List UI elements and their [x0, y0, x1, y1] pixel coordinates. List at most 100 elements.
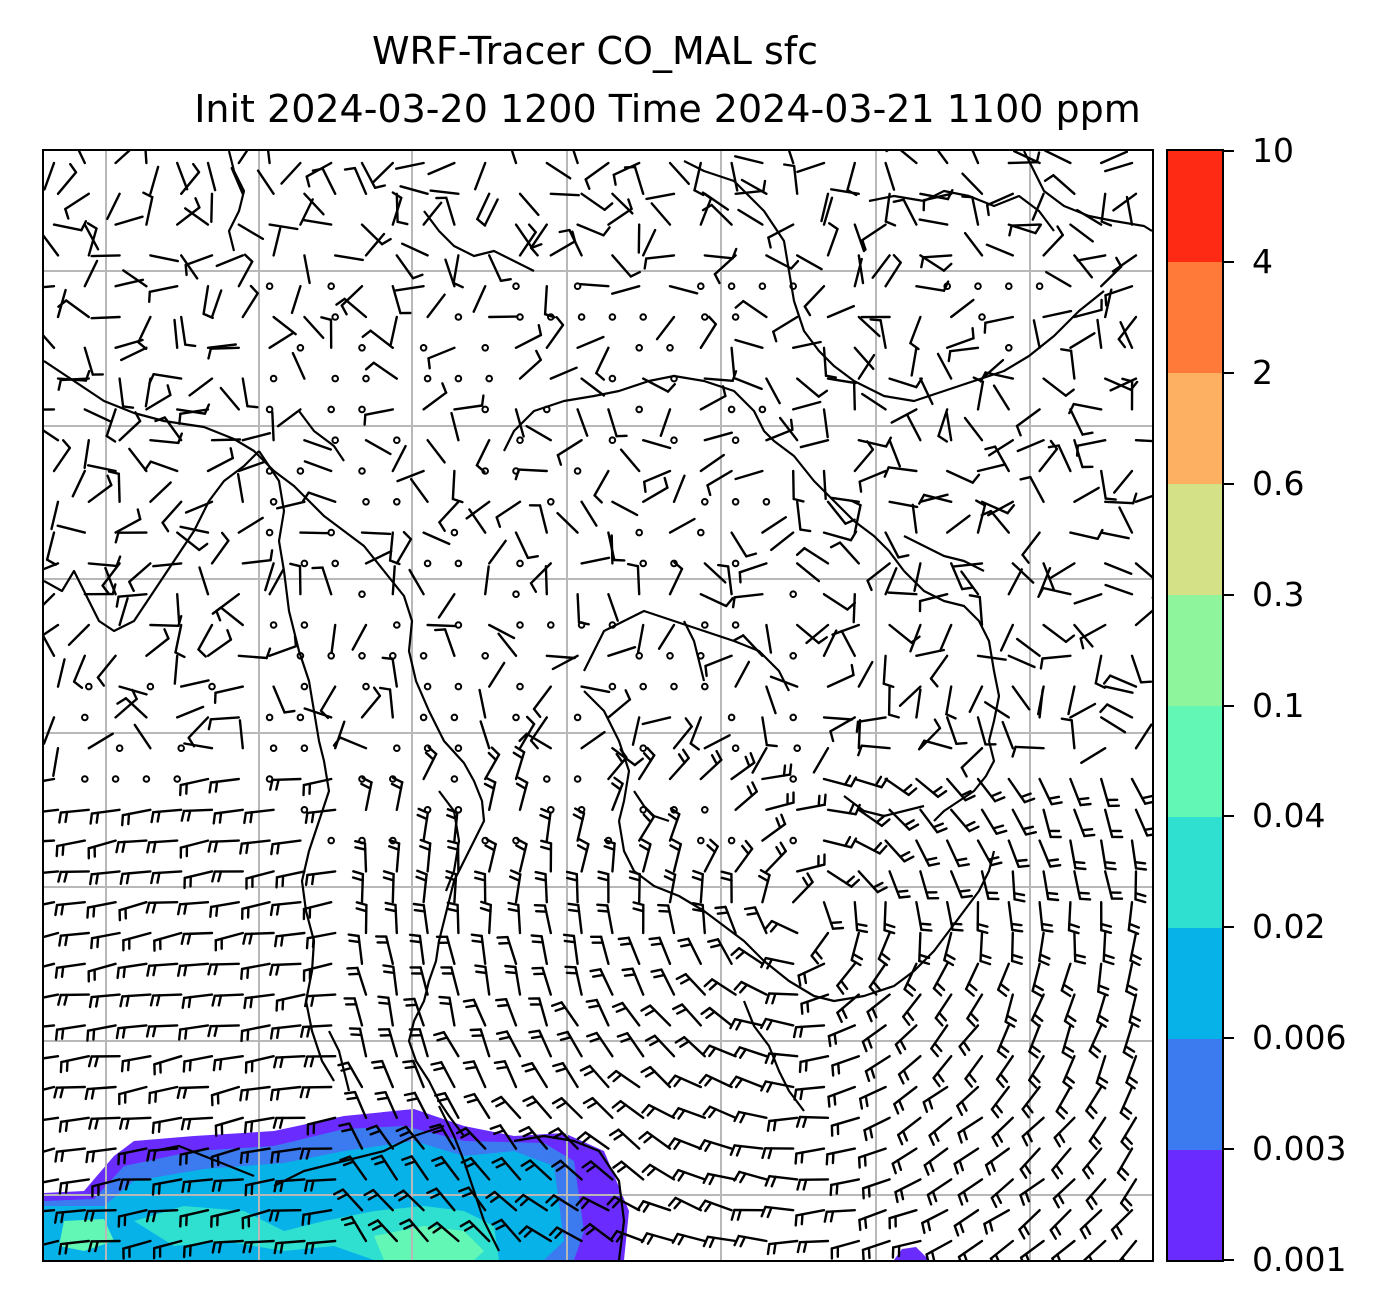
wind-barb-staff: [52, 223, 83, 232]
wind-barb-flag: [80, 220, 88, 232]
wind-barb-flag: [343, 166, 357, 171]
wind-barb-flag: [680, 943, 693, 948]
wind-barb: [857, 315, 881, 338]
wind-barb-flag: [211, 1179, 217, 1193]
wind-barb: [1042, 377, 1075, 397]
wind-barb: [866, 562, 891, 592]
coastline-segment: [933, 740, 996, 822]
wind-barb: [545, 1194, 579, 1212]
wind-barb: [701, 203, 733, 226]
wind-barb-flag: [572, 813, 584, 821]
wind-barb-staff: [500, 1157, 522, 1181]
wind-barb: [589, 935, 610, 965]
wind-barb: [360, 776, 373, 811]
wind-barb-staff: [853, 223, 866, 253]
wind-barb-flag: [804, 1059, 808, 1072]
wind-barb-flag: [1088, 1140, 1098, 1150]
wind-barb-flag: [899, 851, 911, 858]
wind-barb-staff: [163, 416, 183, 442]
wind-barb-flag: [850, 663, 855, 677]
wind-barb: [427, 346, 456, 370]
wind-barb-flag: [626, 562, 640, 568]
wind-barb-flag: [304, 811, 309, 824]
wind-barb-staff: [642, 486, 669, 503]
wind-barb-staff: [772, 315, 799, 333]
wind-barb-staff: [643, 469, 672, 483]
wind-barb-staff: [822, 408, 829, 439]
coastline-segment: [44, 450, 260, 633]
calm-wind-marker: [666, 344, 674, 352]
wind-barb: [239, 1147, 271, 1165]
calm-wind-marker: [731, 559, 740, 568]
wind-barb: [463, 1092, 491, 1119]
wind-barb: [391, 444, 407, 473]
wind-barb-staff: [957, 1178, 984, 1197]
wind-barb-flag: [619, 748, 628, 759]
wind-barb-flag: [529, 582, 538, 593]
wind-barb-flag: [1039, 657, 1044, 670]
wind-barb: [534, 870, 548, 904]
wind-barb: [178, 777, 210, 797]
wind-barb: [672, 1003, 702, 1027]
wind-barb-staff: [271, 777, 302, 782]
wind-barb: [1099, 703, 1134, 719]
wind-barb-staff: [230, 166, 245, 195]
wind-barb-staff: [87, 839, 117, 850]
wind-barb: [597, 870, 610, 904]
wind-barb-staff: [589, 1160, 614, 1181]
wind-barb-staff: [44, 1178, 60, 1184]
wind-barb-staff: [302, 962, 333, 972]
wind-barb: [918, 593, 949, 613]
colorbar-segment: [1168, 372, 1222, 485]
wind-barb-staff: [1134, 723, 1152, 750]
wind-barb-flag: [831, 1151, 835, 1165]
wind-barb-flag: [86, 906, 90, 919]
wind-barb-staff: [980, 500, 1009, 515]
wind-barb: [143, 460, 179, 473]
wind-barb-flag: [207, 840, 213, 853]
wind-barb-staff: [922, 192, 953, 202]
wind-barb-staff: [883, 901, 887, 932]
wind-barb-staff: [1042, 309, 1073, 319]
wind-barb: [810, 931, 830, 965]
wind-barb: [540, 839, 553, 873]
wind-barb-staff: [500, 1218, 522, 1243]
wind-barb: [427, 1221, 460, 1243]
wind-barb-flag: [89, 812, 94, 825]
wind-barb-flag: [409, 939, 422, 944]
wind-barb-staff: [742, 299, 768, 319]
wind-barb-staff: [976, 504, 987, 534]
wind-barb-flag: [1051, 1168, 1060, 1180]
wind-barb-staff: [44, 429, 60, 442]
wind-barb-flag: [1010, 922, 1023, 927]
wind-barb-flag: [993, 796, 1006, 803]
wind-barb-staff: [989, 1239, 1014, 1260]
wind-barb-staff: [291, 351, 306, 380]
wind-barb: [148, 372, 183, 385]
wind-barb-staff: [765, 850, 787, 873]
wind-barb-flag: [392, 776, 404, 784]
wind-barb: [1125, 962, 1138, 997]
wind-barb-staff: [1042, 562, 1055, 591]
wind-barb-staff: [1073, 870, 1082, 900]
wind-barb: [976, 654, 1007, 661]
wind-barb: [120, 1055, 152, 1073]
wind-barb: [888, 870, 911, 899]
wind-barb-staff: [442, 1031, 460, 1058]
wind-barb-staff: [241, 377, 249, 408]
wind-barb-flag: [932, 785, 943, 795]
wind-barb-staff: [241, 432, 272, 442]
wind-barb: [211, 606, 245, 627]
wind-barb-staff: [380, 1059, 394, 1089]
wind-barb-staff: [619, 1100, 645, 1119]
wind-barb: [304, 808, 337, 824]
wind-barb-staff: [915, 284, 946, 292]
wind-barb-staff: [860, 744, 891, 750]
coastline-segment: [423, 210, 535, 272]
wind-barb-flag: [115, 555, 122, 568]
wind-barb-flag: [509, 869, 522, 876]
wind-barb-staff: [611, 500, 639, 517]
wind-barb: [702, 1044, 737, 1058]
wind-barb-staff: [988, 439, 1014, 457]
wind-barb: [173, 318, 179, 350]
